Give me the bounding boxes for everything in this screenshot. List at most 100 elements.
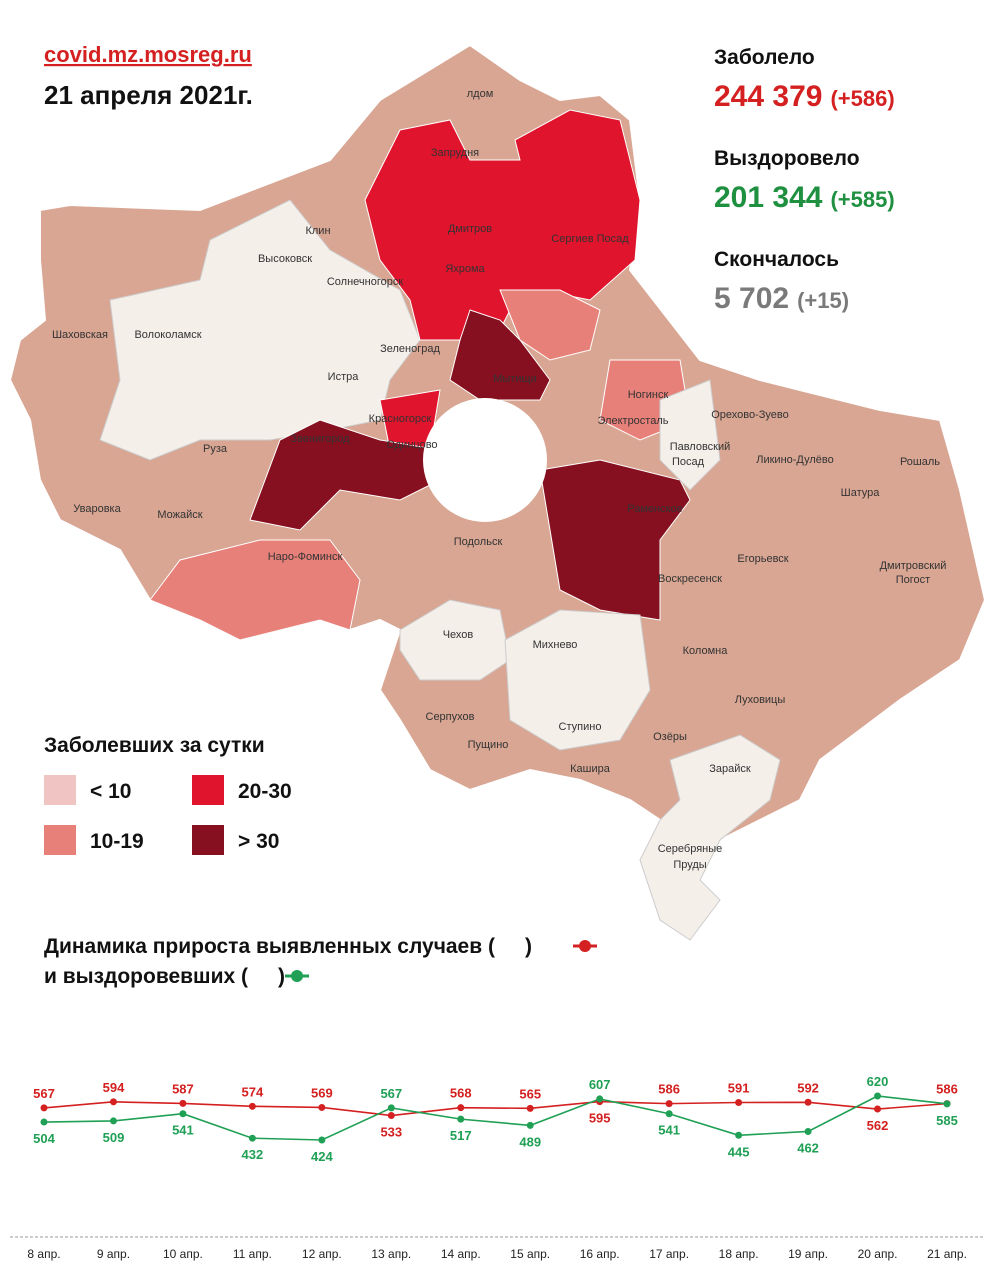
map-label: Михнево — [533, 639, 578, 651]
point — [109, 1117, 117, 1125]
legend-swatch — [192, 775, 224, 805]
point — [40, 1118, 48, 1126]
map-label: Зеленоград — [380, 343, 440, 355]
chart-title: Динамика прироста выявленных случаев () — [44, 935, 532, 958]
map-label: Дмитров — [448, 223, 492, 235]
legend: Заболевших за сутки < 10 20-30 10-19 > 30 — [44, 734, 292, 855]
map-label: Пруды — [673, 859, 706, 871]
legend-label: 10-19 — [90, 830, 144, 853]
legend-label: 20-30 — [238, 780, 292, 803]
map-label: Луховицы — [735, 694, 786, 706]
value-label: 591 — [728, 1081, 750, 1096]
value-label: 509 — [103, 1130, 125, 1145]
map-label: Орехово-Зуево — [711, 409, 789, 421]
map-label: Звенигород — [290, 433, 350, 445]
stat-number: 201 344 — [714, 181, 823, 214]
map-label: Руза — [203, 443, 228, 455]
series-line — [43, 1100, 948, 1117]
map-label: Подольск — [454, 536, 503, 548]
stat-delta: (+15) — [797, 288, 849, 313]
x-tick-label: 13 апр. — [371, 1247, 411, 1261]
map — [8, 43, 987, 942]
point — [179, 1110, 187, 1118]
map-label: Можайск — [157, 509, 202, 521]
point — [318, 1103, 326, 1111]
x-tick-label: 17 апр. — [649, 1247, 689, 1261]
value-label: 445 — [728, 1144, 750, 1159]
map-label: Уваровка — [73, 503, 121, 515]
x-tick-label: 21 апр. — [927, 1247, 967, 1261]
point — [804, 1127, 812, 1135]
map-label: Красногорск — [369, 413, 432, 425]
value-label: 541 — [658, 1123, 680, 1138]
point — [387, 1112, 395, 1120]
value-label: 489 — [519, 1134, 541, 1149]
x-tick-label: 20 апр. — [858, 1247, 898, 1261]
value-label: 504 — [33, 1131, 55, 1146]
map-label: Рошаль — [900, 456, 940, 468]
map-label: Сергиев Посад — [551, 233, 629, 245]
region — [504, 609, 651, 751]
map-label: Погост — [896, 574, 930, 586]
value-label: 567 — [380, 1086, 402, 1101]
map-label: Волоколамск — [134, 329, 201, 341]
value-label: 565 — [519, 1086, 541, 1101]
map-label: Серебряные — [658, 843, 723, 855]
x-tick-label: 14 апр. — [441, 1247, 481, 1261]
point — [40, 1104, 48, 1112]
map-label: Одинцово — [386, 439, 437, 451]
x-tick-label: 15 апр. — [510, 1247, 550, 1261]
title-text: и выздоровевших ( — [44, 965, 248, 988]
stat-delta: (+586) — [830, 86, 894, 111]
region — [399, 599, 511, 681]
x-tick-label: 9 апр. — [97, 1247, 130, 1261]
value-label: 587 — [172, 1081, 194, 1096]
map-label: Озёры — [653, 731, 687, 743]
legend-label: < 10 — [90, 780, 131, 803]
value-label: 517 — [450, 1128, 472, 1143]
legend-title: Заболевших за сутки — [44, 734, 265, 757]
value-label: 568 — [450, 1086, 472, 1101]
site: covid.mz.mosreg.ru — [44, 42, 252, 67]
map-label: Электросталь — [598, 415, 669, 427]
point — [874, 1092, 882, 1100]
value-label: 586 — [936, 1082, 958, 1097]
value-label: 432 — [242, 1147, 264, 1162]
map-label: Мытищи — [493, 373, 536, 385]
value-label: 569 — [311, 1085, 333, 1100]
stat-label: Выздоровело — [714, 147, 860, 170]
value-label: 562 — [867, 1118, 889, 1133]
legend-swatch — [44, 825, 76, 855]
map-label: лдом — [467, 88, 494, 100]
map-label: Высоковск — [258, 253, 312, 265]
x-tick-label: 19 апр. — [788, 1247, 828, 1261]
chart-title: и выздоровевших () — [44, 965, 285, 988]
point — [179, 1099, 187, 1107]
map-label: Пущино — [468, 739, 509, 751]
map-label: Дмитровский — [880, 560, 947, 572]
x-tick-label: 16 апр. — [580, 1247, 620, 1261]
stat-label: Скончалось — [714, 248, 839, 271]
value-label: 462 — [797, 1140, 819, 1155]
value-label: 607 — [589, 1077, 611, 1092]
moscow — [423, 398, 547, 522]
map-label: Запрудня — [431, 147, 479, 159]
stat-value: 201 344 (+585) — [714, 181, 895, 214]
x-tick-label: 10 апр. — [163, 1247, 203, 1261]
value-label: 585 — [936, 1113, 958, 1128]
map-label: Егорьевск — [737, 553, 788, 565]
value-label: 586 — [658, 1082, 680, 1097]
map-label: Наро-Фоминск — [268, 551, 343, 563]
map-label: Коломна — [683, 645, 729, 657]
map-label: Раменское — [627, 503, 683, 515]
series-line — [43, 1095, 948, 1141]
x-tick-label: 8 апр. — [27, 1247, 60, 1261]
map-label: Ликино-Дулёво — [756, 454, 834, 466]
map-labels: лдом Запрудня Дмитров Яхрома Сергиев Посад Кл… — [52, 88, 946, 871]
map-label: Чехов — [443, 629, 474, 641]
region — [659, 379, 721, 491]
map-label: Яхрома — [445, 263, 485, 275]
map-label: Клин — [305, 225, 330, 237]
x-tick-label: 12 апр. — [302, 1247, 342, 1261]
